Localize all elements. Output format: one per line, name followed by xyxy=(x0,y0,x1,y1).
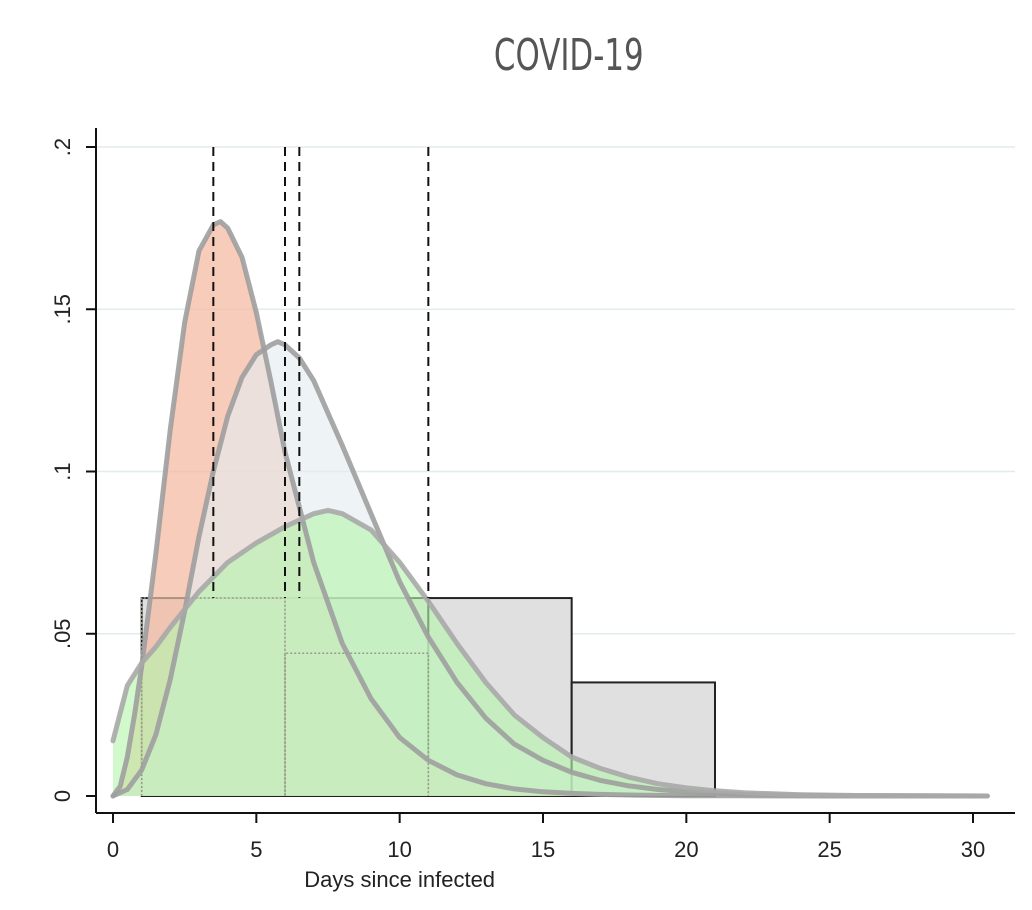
density-area-2 xyxy=(113,510,988,796)
x-tick-label-4: 20 xyxy=(674,837,698,862)
axes xyxy=(86,128,1015,823)
y-tick-label-3: .15 xyxy=(50,294,75,325)
x-axis-title: Days since infected xyxy=(304,867,495,892)
density-curve-2 xyxy=(110,507,990,799)
chart-title: COVID-19 xyxy=(493,30,644,81)
reference-lines xyxy=(212,147,430,599)
x-tick-label-5: 25 xyxy=(817,837,841,862)
x-tick-label-2: 10 xyxy=(387,837,411,862)
x-tick-labels: 0 5 10 15 20 25 30 xyxy=(107,837,985,862)
y-tick-label-0: 0 xyxy=(50,790,75,802)
y-tick-label-2: .1 xyxy=(50,462,75,480)
density-curve-1 xyxy=(110,339,990,799)
x-tick-label-3: 15 xyxy=(531,837,555,862)
y-tick-labels: 0 .05 .1 .15 .2 xyxy=(50,138,75,802)
step-dotted-1 xyxy=(284,652,430,796)
x-tick-label-1: 5 xyxy=(250,837,262,862)
x-tick-label-0: 0 xyxy=(107,837,119,862)
density-areas xyxy=(113,221,988,797)
x-tick-label-6: 30 xyxy=(961,837,985,862)
y-tick-label-4: .2 xyxy=(50,138,75,156)
y-tick-label-1: .05 xyxy=(50,618,75,649)
